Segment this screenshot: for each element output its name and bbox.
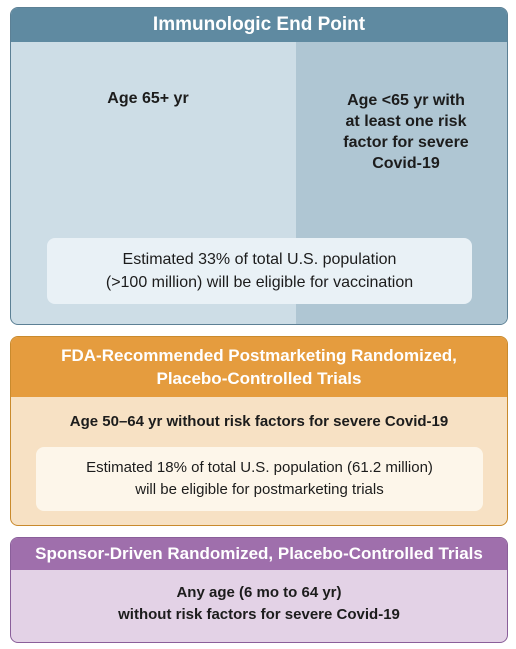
postmarketing-trials-panel: FDA-Recommended Postmarketing Randomized… (10, 336, 508, 526)
immunologic-end-point-title: Immunologic End Point (152, 14, 366, 35)
vaccination-eligibility-estimate: Estimated 33% of total U.S. population (… (47, 238, 472, 304)
immunologic-end-point-header: Immunologic End Point (11, 8, 507, 42)
sponsor-driven-trials-header: Sponsor-Driven Randomized, Placebo-Contr… (11, 538, 507, 570)
postmarketing-eligibility-text: Estimated 18% of total U.S. population (… (86, 459, 433, 498)
age-under-65-risk-label: Age <65 yr with at least one risk factor… (343, 92, 469, 172)
age-50-64-label: Age 50–64 yr without risk factors for se… (69, 413, 449, 430)
postmarketing-trials-title: FDA-Recommended Postmarketing Randomized… (61, 346, 457, 388)
postmarketing-trials-header: FDA-Recommended Postmarketing Randomized… (11, 337, 507, 397)
postmarketing-eligibility-estimate: Estimated 18% of total U.S. population (… (36, 447, 483, 511)
any-age-label: Any age (6 mo to 64 yr) without risk fac… (118, 584, 400, 623)
immunologic-end-point-panel: Immunologic End Point Age 65+ yr Age <65… (10, 7, 508, 325)
sponsor-driven-trials-title: Sponsor-Driven Randomized, Placebo-Contr… (35, 544, 483, 563)
vaccination-eligibility-text: Estimated 33% of total U.S. population (… (105, 251, 414, 291)
sponsor-driven-trials-panel: Sponsor-Driven Randomized, Placebo-Contr… (10, 537, 508, 643)
age-65-plus-label: Age 65+ yr (107, 90, 189, 107)
